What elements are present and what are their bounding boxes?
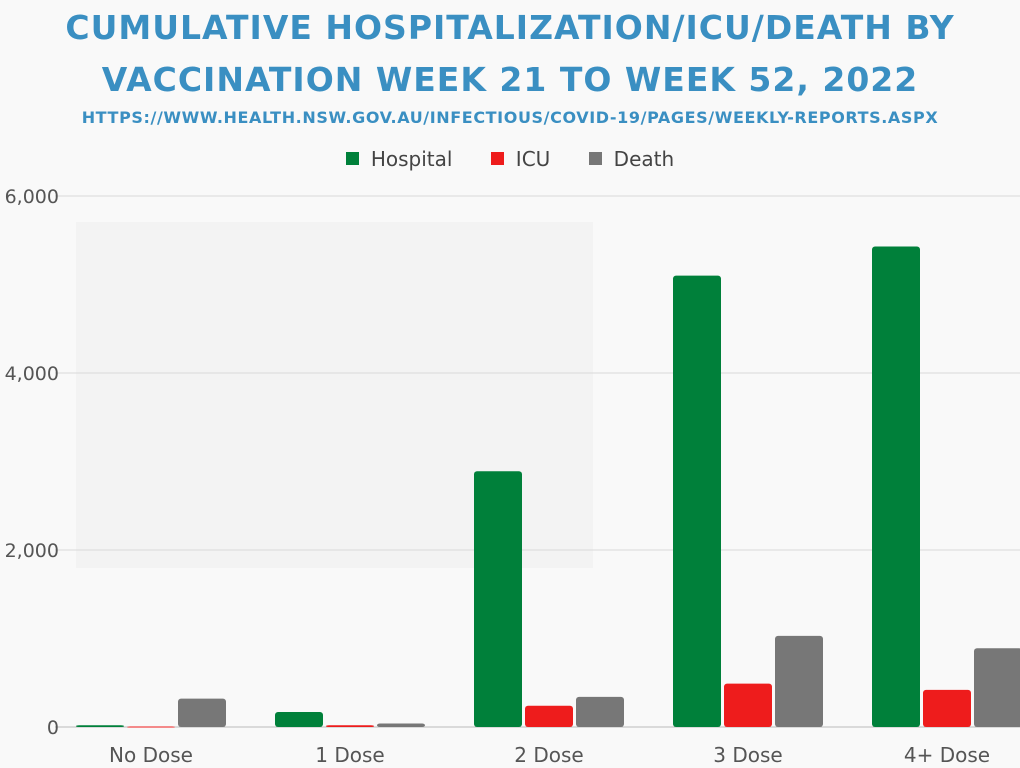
- bar-hospital-1-dose[interactable]: [275, 711, 323, 727]
- bars: [76, 246, 1020, 728]
- bar-icu-4-dose[interactable]: [923, 689, 971, 727]
- chart-title-line2: VACCINATION WEEK 21 TO WEEK 52, 2022: [101, 60, 919, 99]
- legend-label-icu: ICU: [515, 146, 551, 171]
- y-axis-ticks: 0 2,000 4,000 6,000: [5, 186, 59, 739]
- x-tick-label: No Dose: [109, 743, 193, 767]
- bar-death-2-dose[interactable]: [576, 696, 624, 727]
- bar-death-3-dose[interactable]: [775, 635, 823, 727]
- legend-item-icu: ICU: [490, 146, 551, 171]
- bar-death-4-dose[interactable]: [974, 648, 1020, 727]
- chart-title-line1: CUMULATIVE HOSPITALIZATION/ICU/DEATH BY: [65, 8, 955, 47]
- legend-swatch-death: [588, 152, 602, 165]
- legend-swatch-icu: [490, 152, 504, 165]
- bar-death-no-dose[interactable]: [178, 698, 226, 727]
- bar-hospital-3-dose[interactable]: [673, 275, 721, 727]
- legend: Hospital ICU Death: [0, 146, 1020, 171]
- bar-icu-no-dose[interactable]: [127, 726, 175, 728]
- y-tick-label: 4,000: [5, 363, 59, 385]
- bar-hospital-no-dose[interactable]: [76, 725, 124, 727]
- bar-icu-3-dose[interactable]: [724, 683, 772, 727]
- chart-title: CUMULATIVE HOSPITALIZATION/ICU/DEATH BY …: [0, 0, 1020, 106]
- bar-hospital-2-dose[interactable]: [474, 471, 522, 727]
- legend-label-death: Death: [613, 146, 675, 171]
- x-tick-label: 4+ Dose: [904, 743, 990, 767]
- bar-death-1-dose[interactable]: [377, 723, 425, 727]
- bar-icu-2-dose[interactable]: [525, 705, 573, 727]
- x-tick-label: 3 Dose: [713, 743, 782, 767]
- bar-hospital-4-dose[interactable]: [872, 246, 920, 727]
- bar-icu-1-dose[interactable]: [326, 725, 374, 727]
- source-url[interactable]: HTTPS://WWW.HEALTH.NSW.GOV.AU/INFECTIOUS…: [81, 108, 939, 127]
- x-axis-labels: No Dose 1 Dose 2 Dose 3 Dose 4+ Dose: [109, 743, 990, 767]
- legend-item-death: Death: [588, 146, 675, 171]
- y-tick-label: 6,000: [5, 186, 59, 208]
- x-tick-label: 2 Dose: [514, 743, 583, 767]
- x-tick-label: 1 Dose: [315, 743, 384, 767]
- legend-swatch-hospital: [345, 152, 359, 165]
- y-tick-label: 0: [47, 717, 59, 739]
- legend-item-hospital: Hospital: [345, 146, 453, 171]
- legend-label-hospital: Hospital: [370, 146, 453, 171]
- y-tick-label: 2,000: [5, 540, 59, 562]
